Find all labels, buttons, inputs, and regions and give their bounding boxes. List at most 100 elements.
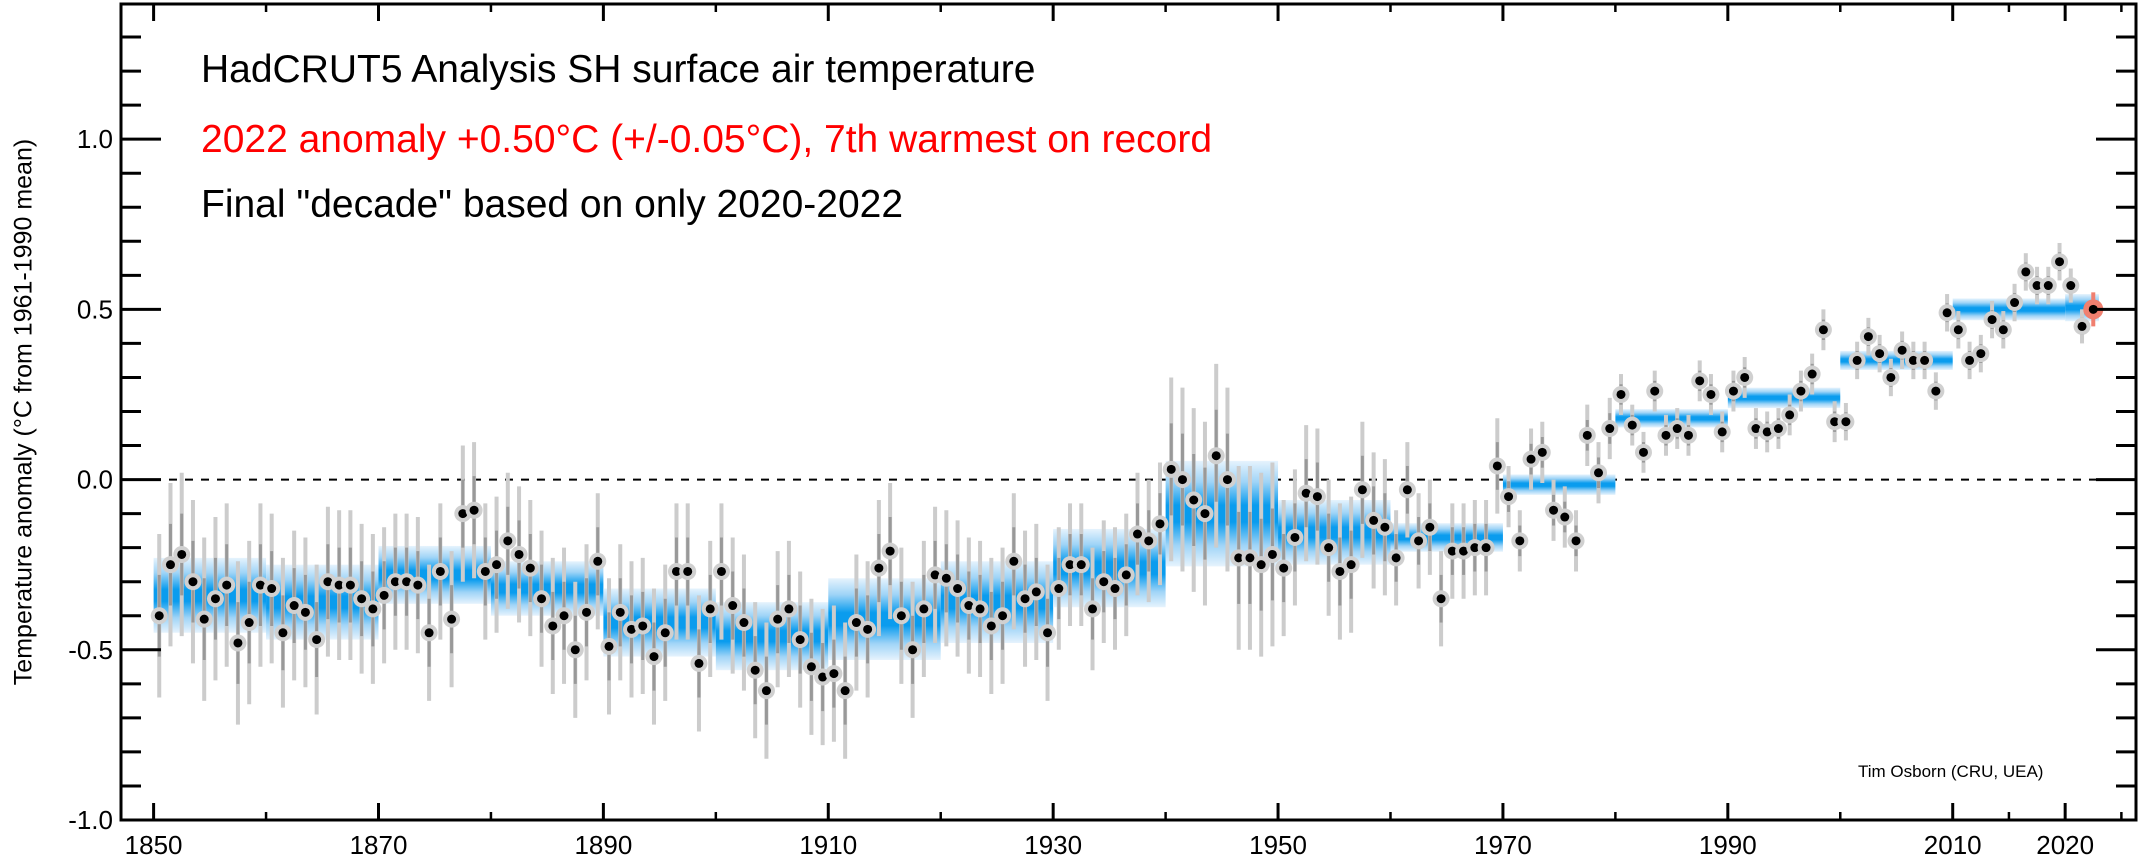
data-point-2022 bbox=[2088, 304, 2098, 314]
data-point-1862 bbox=[289, 601, 299, 611]
data-point-1970 bbox=[1504, 492, 1514, 502]
data-point-2012 bbox=[1976, 349, 1986, 359]
data-point-1992 bbox=[1751, 424, 1761, 434]
data-point-2008 bbox=[1931, 386, 1941, 396]
decadal-band-1980 bbox=[1615, 409, 1728, 428]
data-point-1967 bbox=[1470, 543, 1480, 553]
data-point-1884 bbox=[537, 594, 547, 604]
data-point-1946 bbox=[1234, 553, 1244, 563]
data-point-1915 bbox=[885, 546, 895, 556]
data-point-1981 bbox=[1627, 420, 1637, 430]
data-point-1930 bbox=[1054, 584, 1064, 594]
data-point-1923 bbox=[975, 604, 985, 614]
data-point-1881 bbox=[503, 536, 513, 546]
data-point-1854 bbox=[199, 614, 209, 624]
data-point-1927 bbox=[1020, 594, 1030, 604]
data-point-1910 bbox=[829, 669, 839, 679]
axes bbox=[119, 2, 2138, 822]
data-point-1889 bbox=[593, 556, 603, 566]
data-point-1866 bbox=[334, 580, 344, 590]
data-point-1858 bbox=[244, 618, 254, 628]
data-point-1941 bbox=[1177, 475, 1187, 485]
data-point-1882 bbox=[514, 549, 524, 559]
data-point-1919 bbox=[930, 570, 940, 580]
data-point-1931 bbox=[1065, 560, 1075, 570]
data-point-1978 bbox=[1594, 468, 1604, 478]
data-point-1888 bbox=[582, 607, 592, 617]
data-point-1958 bbox=[1369, 515, 1379, 525]
data-point-1961 bbox=[1402, 485, 1412, 495]
data-point-1886 bbox=[559, 611, 569, 621]
data-point-1883 bbox=[525, 563, 535, 573]
data-point-1944 bbox=[1211, 451, 1221, 461]
data-point-2001 bbox=[1852, 355, 1862, 365]
data-point-1945 bbox=[1222, 475, 1232, 485]
data-point-1870 bbox=[379, 590, 389, 600]
data-point-1926 bbox=[1009, 556, 1019, 566]
data-point-1962 bbox=[1414, 536, 1424, 546]
data-point-1853 bbox=[188, 577, 198, 587]
y-tick-label: -1.0 bbox=[68, 805, 113, 835]
data-point-1987 bbox=[1695, 376, 1705, 386]
y-tick-label: 0.0 bbox=[77, 465, 113, 495]
data-point-2010 bbox=[1953, 325, 1963, 335]
data-point-1918 bbox=[919, 604, 929, 614]
data-point-1950 bbox=[1279, 563, 1289, 573]
data-point-2002 bbox=[1863, 332, 1873, 342]
data-point-1913 bbox=[863, 624, 873, 634]
data-point-1975 bbox=[1560, 512, 1570, 522]
data-point-2015 bbox=[2010, 298, 2020, 308]
data-point-1863 bbox=[300, 607, 310, 617]
data-point-1934 bbox=[1099, 577, 1109, 587]
data-point-1890 bbox=[604, 641, 614, 651]
data-point-1955 bbox=[1335, 566, 1345, 576]
data-point-2007 bbox=[1920, 355, 1930, 365]
chart-note: Final "decade" based on only 2020-2022 bbox=[201, 183, 904, 226]
data-point-1867 bbox=[345, 580, 355, 590]
data-point-2005 bbox=[1897, 345, 1907, 355]
data-point-1914 bbox=[874, 563, 884, 573]
data-point-1985 bbox=[1672, 424, 1682, 434]
data-point-1859 bbox=[255, 580, 265, 590]
data-point-2003 bbox=[1875, 349, 1885, 359]
data-point-1893 bbox=[638, 621, 648, 631]
data-point-1994 bbox=[1773, 424, 1783, 434]
data-point-1938 bbox=[1144, 536, 1154, 546]
data-point-2017 bbox=[2032, 281, 2042, 291]
data-point-1874 bbox=[424, 628, 434, 638]
data-point-2019 bbox=[2055, 257, 2065, 267]
data-point-1856 bbox=[222, 580, 232, 590]
data-point-2018 bbox=[2043, 281, 2053, 291]
data-point-1895 bbox=[660, 628, 670, 638]
data-point-1966 bbox=[1459, 546, 1469, 556]
data-point-1954 bbox=[1324, 543, 1334, 553]
data-point-2020 bbox=[2066, 281, 2076, 291]
data-point-1995 bbox=[1785, 410, 1795, 420]
data-point-1998 bbox=[1818, 325, 1828, 335]
data-point-1892 bbox=[626, 624, 636, 634]
x-tick-label: 1870 bbox=[350, 830, 408, 860]
data-point-2006 bbox=[1908, 355, 1918, 365]
data-point-1907 bbox=[795, 635, 805, 645]
data-point-1925 bbox=[998, 611, 1008, 621]
data-point-2000 bbox=[1841, 417, 1851, 427]
data-point-1937 bbox=[1132, 529, 1142, 539]
data-point-1991 bbox=[1740, 372, 1750, 382]
data-point-1872 bbox=[402, 577, 412, 587]
data-point-1969 bbox=[1492, 461, 1502, 471]
data-point-1921 bbox=[953, 584, 963, 594]
data-point-1943 bbox=[1200, 509, 1210, 519]
data-point-1904 bbox=[761, 686, 771, 696]
data-point-1959 bbox=[1380, 522, 1390, 532]
data-point-1963 bbox=[1425, 522, 1435, 532]
data-point-2021 bbox=[2077, 321, 2087, 331]
data-point-1855 bbox=[210, 594, 220, 604]
data-point-1885 bbox=[548, 621, 558, 631]
data-point-1984 bbox=[1661, 430, 1671, 440]
data-point-1864 bbox=[312, 635, 322, 645]
data-point-1976 bbox=[1571, 536, 1581, 546]
data-point-2009 bbox=[1942, 308, 1952, 318]
data-point-1939 bbox=[1155, 519, 1165, 529]
data-point-1850 bbox=[154, 611, 164, 621]
x-tick-label: 2010 bbox=[1924, 830, 1982, 860]
